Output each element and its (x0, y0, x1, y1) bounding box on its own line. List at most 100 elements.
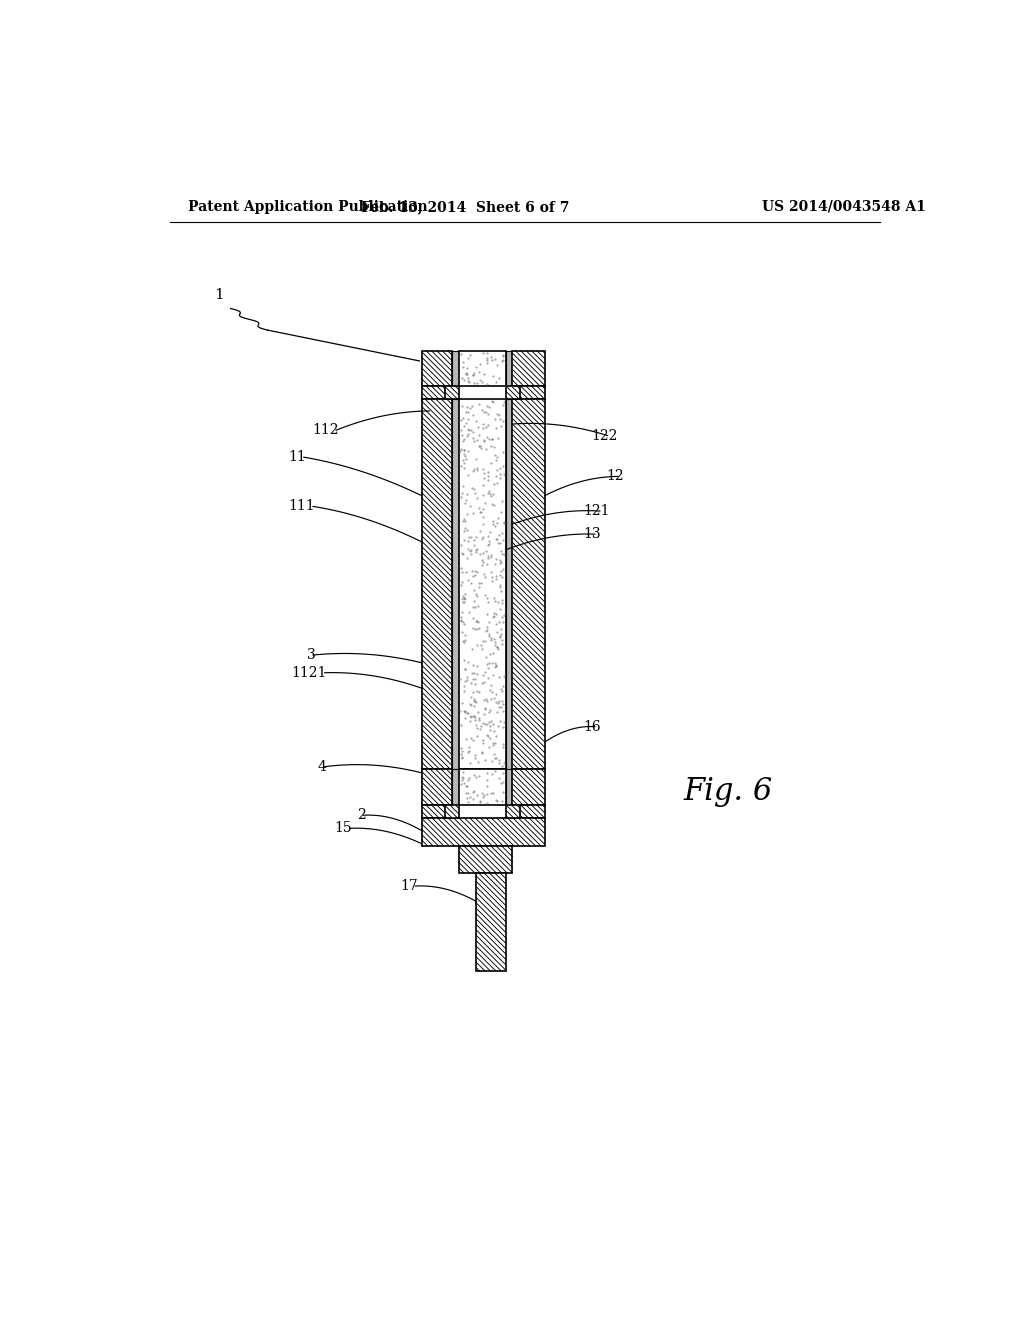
Point (461, 420, 477, 441)
Point (473, 437, 489, 458)
Point (453, 610, 469, 631)
Point (490, 533, 507, 554)
Point (466, 690, 482, 711)
Point (460, 651, 476, 672)
Point (454, 396, 470, 417)
Point (483, 453, 500, 474)
Point (494, 755, 510, 776)
Point (458, 363, 474, 384)
Point (457, 453, 473, 474)
Point (489, 715, 506, 737)
Point (484, 511, 501, 532)
Point (485, 605, 502, 626)
Point (468, 583, 484, 605)
Point (490, 639, 507, 660)
Bar (512, 805, 545, 818)
Point (463, 727, 479, 748)
Point (466, 529, 482, 550)
Point (469, 619, 485, 640)
Point (495, 558, 511, 579)
Point (494, 593, 510, 614)
Point (493, 550, 509, 572)
Point (485, 743, 502, 764)
Point (483, 763, 500, 784)
Point (494, 566, 510, 587)
Point (459, 519, 475, 540)
Point (455, 430, 471, 451)
Point (470, 573, 486, 594)
Point (484, 366, 501, 387)
Point (460, 465, 476, 486)
Point (458, 783, 474, 804)
Point (468, 449, 484, 470)
Point (494, 680, 510, 701)
Point (468, 527, 484, 548)
Point (479, 343, 496, 364)
Point (464, 561, 480, 582)
Point (464, 639, 480, 660)
Point (475, 506, 492, 527)
Point (471, 498, 487, 519)
Text: Patent Application Publication: Patent Application Publication (188, 199, 428, 214)
Point (468, 656, 484, 677)
Point (496, 455, 512, 477)
Point (492, 710, 508, 731)
Point (495, 771, 511, 792)
Point (485, 606, 502, 627)
Point (480, 701, 497, 722)
Point (457, 416, 473, 437)
Point (459, 504, 475, 525)
Point (480, 531, 497, 552)
Point (495, 701, 511, 722)
Point (485, 733, 502, 754)
Point (466, 362, 482, 383)
Point (480, 591, 497, 612)
Point (485, 628, 502, 649)
Point (496, 463, 512, 484)
Point (472, 634, 488, 655)
Point (469, 595, 485, 616)
Point (454, 770, 470, 791)
Point (495, 791, 511, 812)
Point (467, 482, 483, 503)
Point (486, 721, 503, 742)
Text: 121: 121 (584, 504, 610, 517)
Point (490, 367, 507, 388)
Point (495, 734, 511, 755)
Point (463, 540, 479, 561)
Point (492, 409, 508, 430)
Point (484, 392, 501, 413)
Point (496, 512, 512, 533)
Point (460, 539, 476, 560)
Point (492, 577, 508, 598)
Point (483, 486, 500, 507)
Point (485, 686, 502, 708)
Text: 112: 112 (312, 424, 339, 437)
Point (494, 544, 510, 565)
Point (483, 652, 500, 673)
Point (453, 715, 469, 737)
Point (472, 521, 488, 543)
Point (463, 543, 479, 564)
Point (488, 682, 505, 704)
Point (490, 767, 507, 788)
Point (474, 417, 490, 438)
Point (496, 752, 512, 774)
Point (485, 602, 502, 623)
Point (457, 772, 473, 793)
Point (474, 554, 490, 576)
Point (471, 618, 487, 639)
Point (457, 659, 473, 680)
Point (495, 345, 511, 366)
Point (459, 356, 475, 378)
Point (493, 623, 509, 644)
Point (467, 747, 483, 768)
Point (474, 783, 490, 804)
Point (476, 697, 493, 718)
Point (453, 738, 469, 759)
Point (468, 356, 484, 378)
Point (454, 367, 470, 388)
Bar (444, 385, 459, 400)
Point (495, 717, 511, 738)
Point (467, 710, 483, 731)
